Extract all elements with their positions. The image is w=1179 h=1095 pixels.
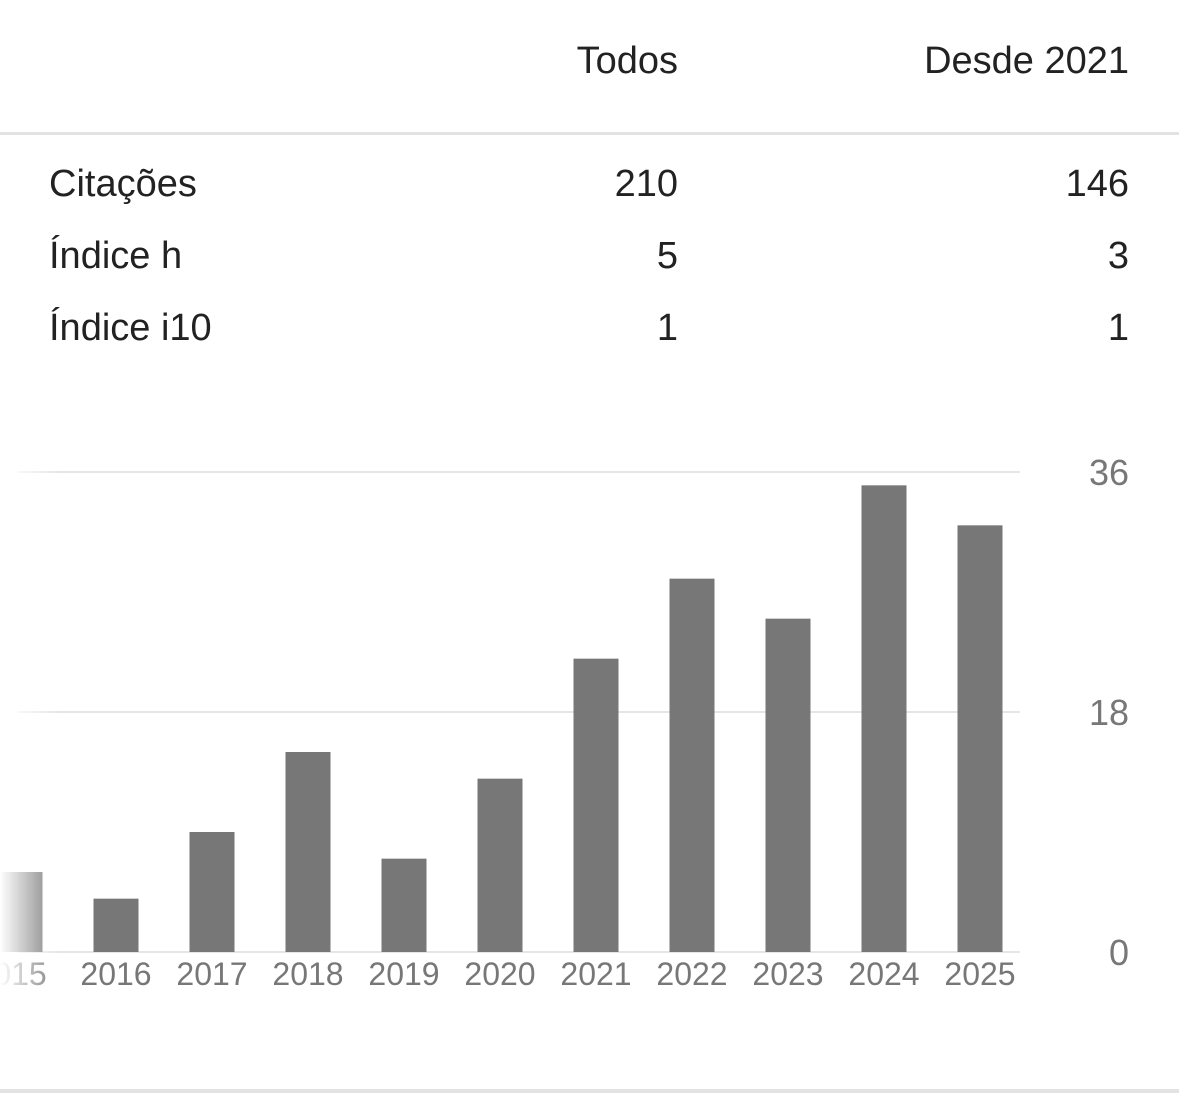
bar-2017 bbox=[189, 832, 235, 952]
bar-2022 bbox=[669, 578, 715, 952]
bar-2020 bbox=[477, 778, 523, 952]
metric-value-since: 146 bbox=[1065, 163, 1129, 205]
metric-value-all: 5 bbox=[656, 235, 678, 277]
chart-bars bbox=[0, 485, 1003, 952]
bar-2021 bbox=[573, 658, 619, 952]
x-tick-label: 2025 bbox=[944, 956, 1015, 992]
x-tick-label: 2019 bbox=[368, 956, 439, 992]
y-tick-label: 36 bbox=[1089, 452, 1129, 493]
metric-label[interactable]: Índice h bbox=[49, 235, 183, 277]
column-header-since: Desde 2021 bbox=[924, 40, 1129, 82]
column-header-all: Todos bbox=[576, 40, 678, 82]
x-tick-label: 2024 bbox=[848, 956, 919, 992]
metric-value-since: 3 bbox=[1107, 235, 1129, 277]
footer-divider bbox=[0, 1089, 1179, 1093]
metric-row-h-index: Índice h 5 3 bbox=[0, 235, 1179, 307]
metric-value-all: 1 bbox=[656, 307, 678, 349]
chart-scroll-fade bbox=[0, 460, 60, 1000]
chart-x-axis: 0152016201720182019202020212022202320242… bbox=[0, 956, 1016, 992]
metric-value-all: 210 bbox=[614, 163, 678, 205]
y-tick-label: 18 bbox=[1089, 692, 1129, 733]
x-tick-label: 2022 bbox=[656, 956, 727, 992]
y-tick-label: 0 bbox=[1109, 932, 1129, 973]
x-tick-label: 2023 bbox=[752, 956, 823, 992]
citations-per-year-chart: 0152016201720182019202020212022202320242… bbox=[0, 452, 1129, 1000]
x-tick-label: 2017 bbox=[176, 956, 247, 992]
bar-2018 bbox=[285, 752, 331, 952]
metric-label[interactable]: Índice i10 bbox=[49, 307, 212, 349]
metric-label[interactable]: Citações bbox=[49, 163, 197, 205]
bar-2024 bbox=[861, 485, 907, 952]
bar-2016 bbox=[93, 898, 139, 952]
chart-y-axis: 0 18 36 bbox=[1089, 452, 1129, 973]
x-tick-label: 2020 bbox=[464, 956, 535, 992]
bar-2019 bbox=[381, 858, 427, 952]
bar-2025 bbox=[957, 525, 1003, 952]
metric-row-i10-index: Índice i10 1 1 bbox=[0, 307, 1179, 379]
header-divider bbox=[0, 132, 1179, 135]
x-tick-label: 2018 bbox=[272, 956, 343, 992]
metric-value-since: 1 bbox=[1107, 307, 1129, 349]
x-tick-label: 2016 bbox=[80, 956, 151, 992]
bar-2023 bbox=[765, 618, 811, 952]
metric-row-citations: Citações 210 146 bbox=[0, 163, 1179, 235]
x-tick-label: 2021 bbox=[560, 956, 631, 992]
